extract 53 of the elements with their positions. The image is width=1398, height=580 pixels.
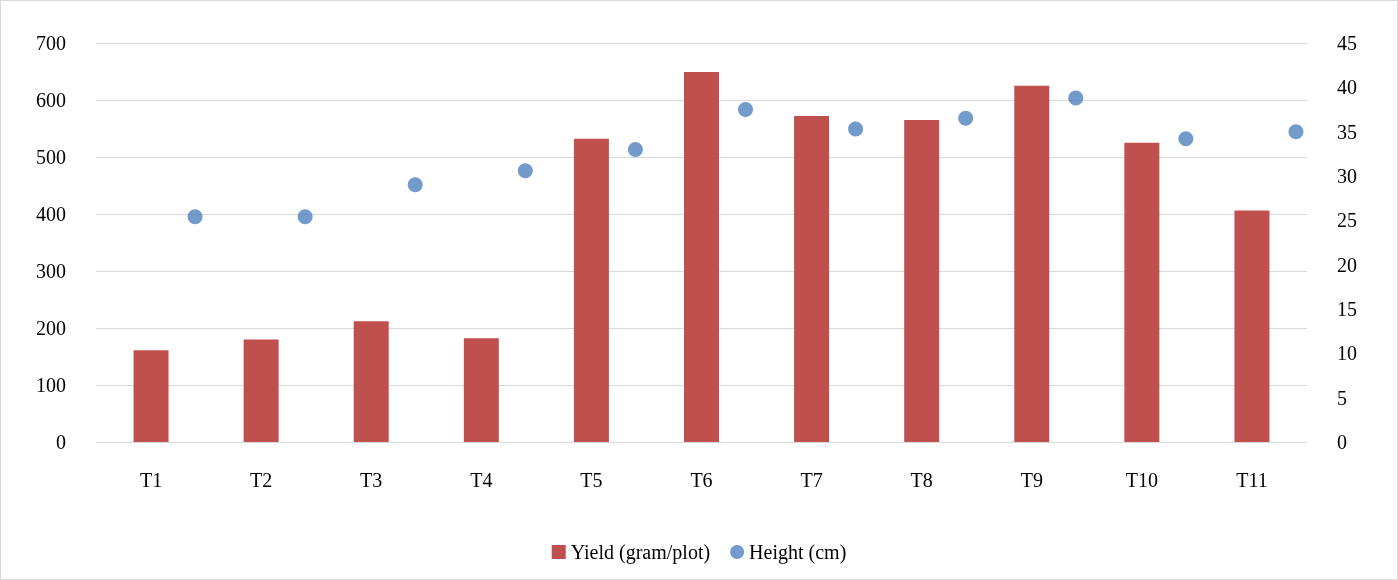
y-tick-label: 0 (56, 431, 66, 453)
point (958, 110, 974, 126)
y2-tick-label: 5 (1337, 386, 1347, 409)
x-tick-label: T5 (580, 469, 603, 491)
bar (1234, 210, 1270, 442)
bar (133, 350, 169, 442)
point (1288, 124, 1304, 140)
point (517, 163, 533, 179)
bar (1124, 142, 1160, 442)
y2-tick-label: 15 (1337, 298, 1357, 320)
x-tick-label: T2 (250, 469, 273, 491)
bar (794, 115, 830, 442)
y2-tick-label: 10 (1337, 342, 1357, 365)
bar (463, 338, 499, 442)
y2-tick-label: 20 (1337, 253, 1357, 276)
y2-tick-label: 40 (1337, 76, 1357, 99)
y-tick-label: 100 (36, 374, 66, 396)
bar (684, 72, 719, 442)
y-tick-label: 200 (36, 317, 66, 339)
y-tick-label: 400 (36, 203, 66, 225)
x-tick-label: T1 (139, 469, 163, 491)
x-tick-label: T10 (1125, 469, 1158, 491)
bar (243, 339, 279, 442)
point (848, 121, 864, 137)
x-tick-label: T9 (1020, 469, 1043, 491)
x-tick-label: T7 (800, 469, 823, 491)
point (627, 141, 643, 157)
y2-tick-label: 0 (1337, 431, 1347, 453)
bar (904, 119, 940, 442)
y2-tick-label: 35 (1337, 120, 1357, 143)
y-tick-label: 300 (36, 260, 66, 282)
legend-label: Yield (gram/plot) (570, 541, 711, 564)
bar (353, 321, 389, 442)
x-tick-label: T4 (470, 469, 493, 491)
bar (1014, 85, 1050, 442)
x-tick-label: T3 (360, 469, 383, 491)
y2-tick-label: 30 (1337, 165, 1357, 187)
point (738, 102, 753, 117)
bar (573, 138, 609, 442)
x-tick-label: T8 (910, 469, 933, 491)
point (407, 177, 423, 193)
y2-tick-label: 25 (1337, 209, 1357, 232)
y-tick-label: 600 (36, 89, 66, 111)
point (297, 209, 313, 225)
point (1068, 90, 1084, 106)
legend-label: Height (cm) (749, 541, 847, 564)
point (1178, 131, 1194, 147)
point (187, 209, 203, 225)
y-tick-label: 500 (36, 146, 66, 168)
y2-tick-label: 45 (1337, 32, 1357, 54)
x-tick-label: T11 (1236, 469, 1268, 491)
x-tick-label: T6 (690, 469, 713, 491)
y-tick-label: 700 (36, 32, 66, 54)
